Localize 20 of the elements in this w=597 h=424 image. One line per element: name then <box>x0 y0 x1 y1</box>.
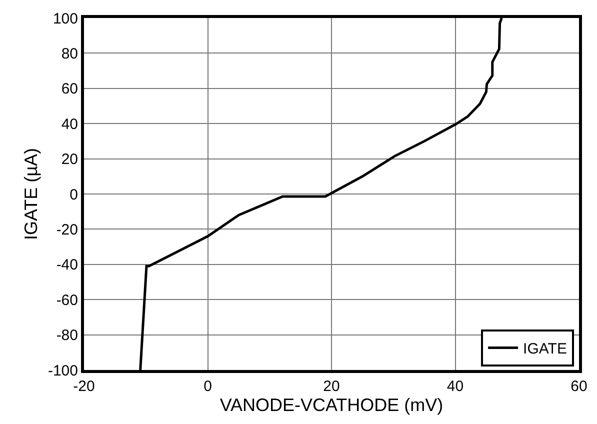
x-tick-label: 0 <box>204 378 212 395</box>
y-tick-label: 80 <box>61 45 78 62</box>
y-tick-label: 20 <box>61 151 78 168</box>
x-tick-label: 40 <box>446 378 464 395</box>
y-tick-label: -80 <box>56 327 78 344</box>
line-series <box>139 18 503 370</box>
y-tick-label: 40 <box>61 116 78 133</box>
x-axis-title: VANODE-VCATHODE (mV) <box>220 395 444 415</box>
y-axis-title: IGATE (µA) <box>21 148 42 240</box>
x-tick-label: -20 <box>73 378 95 395</box>
y-tick-label: -40 <box>56 256 78 274</box>
y-tick-label: -100 <box>48 362 78 380</box>
legend-label: IGATE <box>523 340 567 358</box>
y-tick-label: 100 <box>52 10 78 28</box>
y-tick-label: -60 <box>56 292 78 309</box>
y-tick-label: 0 <box>70 186 78 204</box>
x-tick-label: 20 <box>323 378 340 395</box>
y-tick-label: -20 <box>56 221 78 238</box>
x-tick-label: 60 <box>570 378 588 395</box>
y-tick-label: 60 <box>61 80 78 98</box>
